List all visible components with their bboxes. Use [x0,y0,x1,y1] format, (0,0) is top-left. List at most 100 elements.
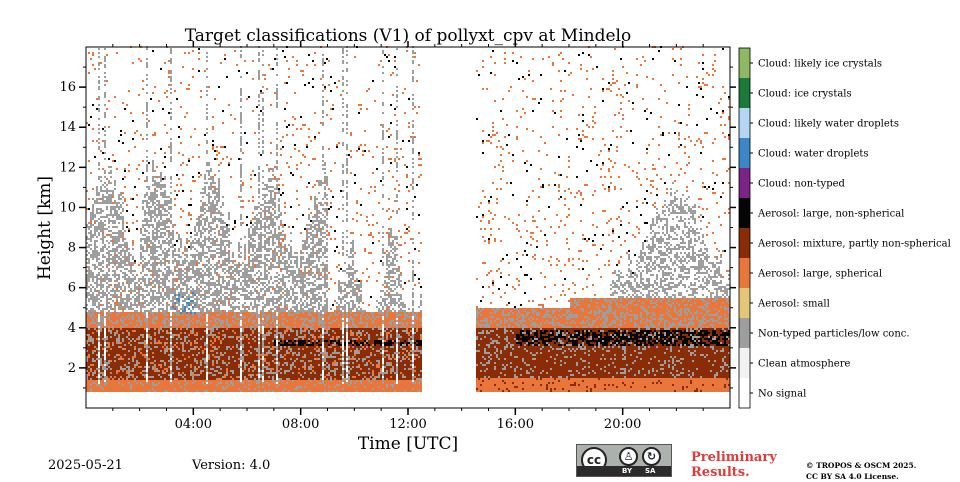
classification-cell [112,312,114,314]
classification-cell [118,322,120,324]
classification-cell [146,122,148,124]
classification-cell [114,380,116,382]
classification-cell [100,276,102,278]
classification-cell [90,116,92,118]
classification-cell [122,272,124,274]
classification-cell [148,364,150,366]
classification-cell [142,304,144,306]
classification-cell [114,184,116,186]
classification-cell [116,378,118,380]
classification-cell [106,388,108,390]
classification-cell [128,340,130,342]
classification-cell [118,308,120,310]
classification-cell [144,258,146,260]
classification-cell [112,366,114,368]
classification-cell [146,66,148,68]
classification-cell [88,320,90,322]
classification-cell [94,350,96,352]
classification-cell [106,374,108,376]
classification-cell [124,340,126,342]
classification-cell [106,206,108,208]
classification-cell [116,268,118,270]
classification-cell [112,364,114,366]
classification-cell [112,208,114,210]
classification-cell [96,358,98,360]
classification-cell [96,190,98,192]
classification-cell [96,140,98,142]
classification-cell [108,328,110,330]
classification-cell [94,372,96,374]
classification-cell [132,348,134,350]
classification-cell [88,358,90,360]
classification-cell [146,218,148,220]
classification-cell [90,324,92,326]
classification-cell [118,208,120,210]
classification-cell [110,196,112,198]
classification-cell [102,240,104,242]
classification-cell [98,80,100,82]
classification-cell [124,286,126,288]
classification-cell [134,316,136,318]
classification-cell [148,332,150,334]
classification-cell [94,354,96,356]
classification-cell [96,194,98,196]
classification-cell [110,308,112,310]
classification-cell [90,368,92,370]
classification-cell [110,326,112,328]
classification-cell [90,354,92,356]
classification-cell [98,98,100,100]
classification-cell [122,382,124,384]
classification-cell [98,328,100,330]
classification-cell [90,332,92,334]
classification-cell [118,216,120,218]
classification-cell [108,310,110,312]
classification-cell [100,382,102,384]
classification-cell [106,386,108,388]
classification-cell [96,332,98,334]
classification-cell [144,264,146,266]
classification-cell [146,164,148,166]
classification-cell [126,280,128,282]
classification-cell [124,380,126,382]
classification-cell [112,334,114,336]
classification-cell [110,304,112,306]
classification-cell [148,378,150,380]
classification-cell [116,354,118,356]
classification-cell [108,338,110,340]
classification-cell [140,326,142,328]
classification-cell [140,354,142,356]
classification-cell [140,322,142,324]
classification-cell [146,176,148,178]
classification-cell [124,256,126,258]
classification-cell [118,286,120,288]
classification-cell [114,360,116,362]
classification-cell [148,346,150,348]
classification-cell [136,360,138,362]
classification-cell [132,358,134,360]
classification-cell [104,152,106,154]
classification-cell [96,352,98,354]
classification-cell [92,314,94,316]
classification-cell [140,318,142,320]
classification-cell [90,254,92,256]
classification-cell [114,356,116,358]
classification-cell [112,342,114,344]
classification-cell [146,294,148,296]
classification-cell [94,324,96,326]
classification-cell [98,308,100,310]
classification-cell [100,334,102,336]
classification-cell [134,322,136,324]
classification-cell [120,270,122,272]
classification-cell [142,268,144,270]
classification-cell [116,382,118,384]
classification-cell [140,350,142,352]
classification-cell [136,388,138,390]
classification-cell [126,370,128,372]
classification-cell [102,322,104,324]
classification-cell [120,216,122,218]
classification-cell [142,264,144,266]
classification-cell [116,260,118,262]
classification-cell [148,214,150,216]
classification-cell [106,336,108,338]
classification-cell [138,322,140,324]
